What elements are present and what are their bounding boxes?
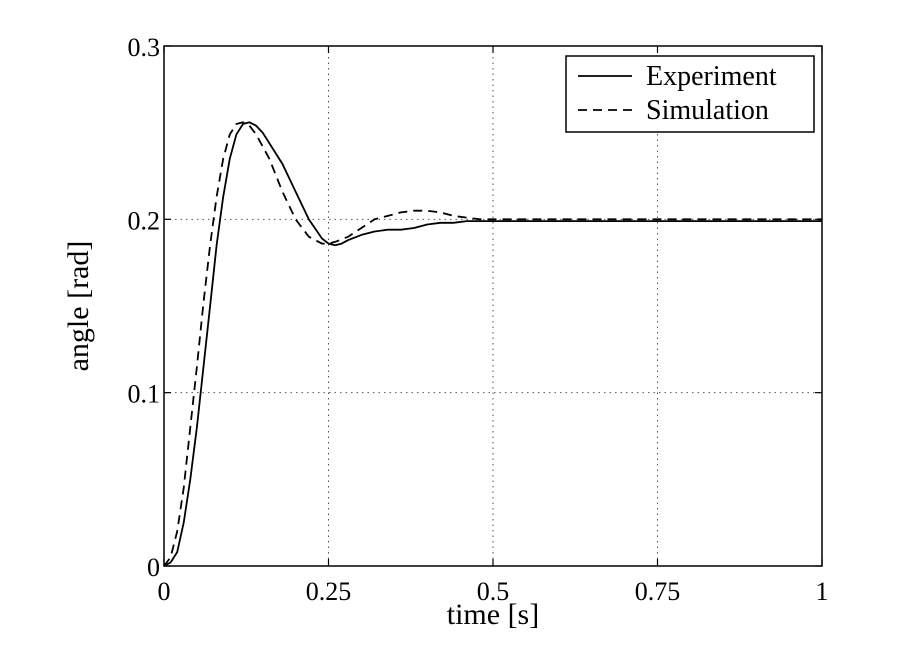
- legend: Experiment Simulation: [565, 55, 815, 133]
- y-tick-label: 0.2: [128, 206, 161, 235]
- legend-box: [565, 55, 815, 133]
- y-tick-label: 0: [147, 553, 160, 582]
- legend-label-experiment: Experiment: [646, 61, 777, 92]
- x-tick-label: 0.75: [635, 577, 681, 606]
- series-lines: [163, 121, 822, 567]
- x-tick-label: 1: [816, 577, 829, 606]
- x-tick-label: 0: [158, 577, 171, 606]
- tick-labels: 0 0.25 0.5 0.75 1 0 0.1 0.2 0.3: [128, 33, 829, 606]
- series-line-simulation: [163, 121, 822, 567]
- legend-label-simulation: Simulation: [646, 95, 769, 126]
- x-tick-label: 0.5: [477, 577, 510, 606]
- grid-lines: [164, 46, 822, 566]
- y-axis-title: angle [rad]: [62, 241, 95, 372]
- series-line-experiment: [163, 121, 822, 567]
- x-axis-title: time [s]: [447, 598, 539, 631]
- y-tick-label: 0.3: [128, 33, 161, 62]
- x-tick-label: 0.25: [306, 577, 352, 606]
- y-tick-label: 0.1: [128, 380, 161, 409]
